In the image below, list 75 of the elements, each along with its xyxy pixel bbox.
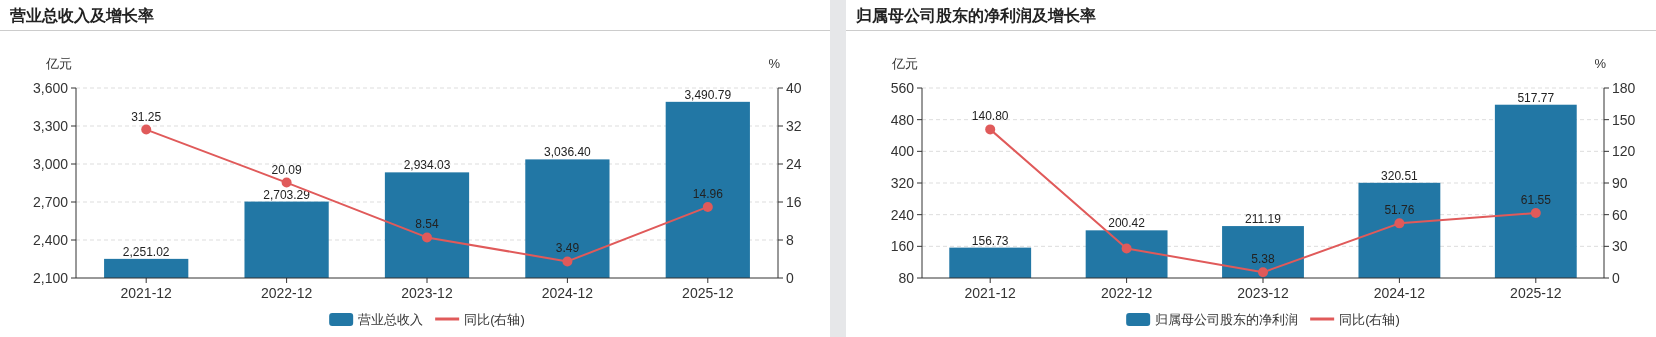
chart-title: 归属母公司股东的净利润及增长率 — [855, 6, 1096, 24]
point — [1394, 218, 1405, 229]
y-tick-label: 400 — [890, 143, 915, 160]
x-tick-label: 2024-12 — [1373, 285, 1426, 301]
y2-tick-label: 16 — [786, 194, 802, 210]
y-tick-label: 240 — [890, 206, 915, 223]
data-label: 5.38 — [1251, 252, 1275, 267]
data-label: 51.76 — [1384, 203, 1415, 218]
x-tick-label: 2023-12 — [1237, 285, 1289, 301]
x-tick-label: 2022-12 — [1100, 285, 1153, 301]
y2-tick-label: 150 — [1612, 111, 1636, 128]
point — [702, 201, 713, 212]
y-tick-label: 2,400 — [32, 232, 69, 248]
data-label: 3.49 — [555, 241, 580, 256]
data-label: 8.54 — [415, 217, 439, 232]
data-label: 320.51 — [1381, 168, 1419, 183]
data-label: 61.55 — [1520, 193, 1552, 208]
y-tick-label: 3,600 — [32, 80, 69, 96]
data-label: 20.09 — [271, 162, 302, 177]
legend-label: 同比(右轴) — [1339, 312, 1400, 327]
x-tick-label: 2025-12 — [1510, 285, 1562, 301]
y2-axis-title: % — [1594, 56, 1607, 71]
data-label: 14.96 — [692, 186, 724, 201]
y-tick-label: 560 — [890, 80, 915, 96]
y2-axis-title: % — [768, 56, 781, 71]
y-tick-label: 2,700 — [32, 194, 69, 210]
point — [281, 177, 292, 188]
legend-label: 归属母公司股东的净利润 — [1155, 312, 1299, 327]
point — [422, 232, 432, 243]
y2-tick-label: 0 — [786, 270, 794, 286]
y2-tick-label: 180 — [1612, 80, 1636, 96]
y2-tick-label: 60 — [1612, 206, 1628, 223]
y-tick-label: 2,100 — [32, 270, 69, 286]
y-tick-label: 3,000 — [32, 156, 69, 172]
data-label: 140.80 — [971, 109, 1009, 124]
data-label: 156.73 — [971, 233, 1009, 248]
point — [141, 124, 152, 135]
x-tick-label: 2022-12 — [260, 285, 313, 301]
x-tick-label: 2021-12 — [964, 285, 1017, 301]
y2-tick-label: 24 — [786, 156, 802, 172]
legend-label: 同比(右轴) — [464, 312, 525, 327]
chart-title: 营业总收入及增长率 — [9, 6, 154, 24]
y-tick-label: 3,300 — [32, 118, 69, 134]
x-tick-label: 2024-12 — [541, 285, 594, 301]
x-tick-label: 2025-12 — [682, 285, 734, 301]
data-label: 31.25 — [131, 109, 162, 124]
data-label: 211.19 — [1245, 212, 1282, 227]
point — [1258, 267, 1268, 278]
point — [1121, 243, 1132, 254]
point — [985, 124, 996, 135]
y2-tick-label: 8 — [786, 232, 794, 248]
point — [562, 256, 573, 267]
data-label: 200.42 — [1108, 216, 1146, 231]
y2-tick-label: 30 — [1612, 238, 1628, 255]
legend-label: 营业总收入 — [358, 312, 424, 327]
y-tick-label: 160 — [890, 238, 915, 255]
y-tick-label: 80 — [898, 270, 915, 286]
data-label: 2,251.02 — [122, 244, 170, 259]
y-axis-title: 亿元 — [45, 56, 72, 71]
data-label: 2,934.03 — [403, 158, 451, 173]
y2-tick-label: 40 — [786, 80, 802, 96]
x-tick-label: 2021-12 — [120, 285, 173, 301]
y-tick-label: 480 — [890, 111, 915, 128]
y-axis-title: 亿元 — [891, 56, 918, 71]
y2-tick-label: 32 — [786, 118, 802, 134]
y2-tick-label: 90 — [1612, 175, 1628, 191]
data-label: 3,490.79 — [684, 87, 732, 102]
data-label: 2,703.29 — [263, 187, 311, 202]
x-tick-label: 2023-12 — [401, 285, 453, 301]
data-label: 517.77 — [1517, 90, 1555, 105]
y2-tick-label: 0 — [1612, 270, 1620, 286]
point — [1530, 208, 1541, 219]
y2-tick-label: 120 — [1612, 143, 1636, 160]
data-label: 3,036.40 — [544, 145, 592, 160]
y-tick-label: 320 — [890, 175, 915, 191]
